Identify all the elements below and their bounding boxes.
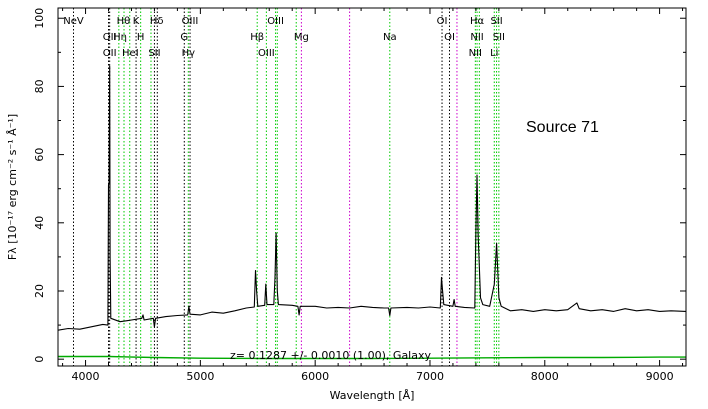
y-tick-label: 100: [33, 8, 46, 29]
line-label: Hβ: [250, 32, 264, 43]
x-tick-label: 9000: [646, 370, 674, 383]
x-tick-label: 4000: [72, 370, 100, 383]
y-tick-label: 80: [33, 79, 46, 93]
flux-spectrum-line: [57, 65, 687, 331]
spectrum-series: [57, 65, 687, 360]
axis-ticks: 4000 5000 6000 7000 8000 9000 0 20 40 60 80 100: [33, 8, 686, 383]
x-axis-title: Wavelength [Å]: [330, 389, 415, 402]
line-label: OI: [444, 32, 455, 43]
y-axis-title: Fλ [10⁻¹⁷ erg cm⁻² s⁻¹ Å⁻¹]: [6, 114, 19, 260]
line-label: Hδ: [150, 16, 164, 27]
x-tick-label: 5000: [186, 370, 214, 383]
plot-frame: [57, 7, 687, 367]
line-label: H: [137, 32, 145, 43]
line-label: NII: [470, 32, 483, 43]
line-label: NeV: [63, 16, 84, 27]
line-label: Mg: [294, 32, 309, 43]
redshift-annotation: z= 0.1287 +/- 0.0010 (1.00), Galaxy: [230, 349, 431, 362]
line-label: K: [133, 16, 140, 27]
y-tick-label: 60: [33, 148, 46, 162]
line-label: Li: [490, 48, 498, 59]
line-label: OII: [103, 32, 117, 43]
line-label: OII: [103, 48, 117, 59]
line-label: Hγ: [182, 48, 196, 59]
spectral-line-markers: [72, 8, 500, 366]
line-label: OI: [437, 16, 448, 27]
line-label: SII: [493, 32, 505, 43]
x-tick-label: 8000: [531, 370, 559, 383]
noise-spectrum-line: [58, 355, 686, 360]
line-label: Hα: [470, 16, 485, 27]
line-label: Hθ: [117, 16, 131, 27]
x-tick-label: 6000: [301, 370, 329, 383]
line-label: OIII: [258, 48, 275, 59]
line-label: G: [180, 32, 188, 43]
y-tick-label: 0: [33, 356, 46, 363]
line-label: Hη: [113, 32, 127, 43]
y-tick-label: 20: [33, 284, 46, 298]
line-label: OIII: [267, 16, 284, 27]
y-tick-label: 40: [33, 216, 46, 230]
source-annotation: Source 71: [526, 119, 599, 136]
line-label: SII: [148, 48, 160, 59]
line-label: OIII: [182, 16, 199, 27]
line-label: NII: [469, 48, 482, 59]
line-label: SII: [490, 16, 502, 27]
x-tick-label: 7000: [416, 370, 444, 383]
line-label: Na: [383, 32, 397, 43]
line-label: HeI: [122, 48, 139, 59]
